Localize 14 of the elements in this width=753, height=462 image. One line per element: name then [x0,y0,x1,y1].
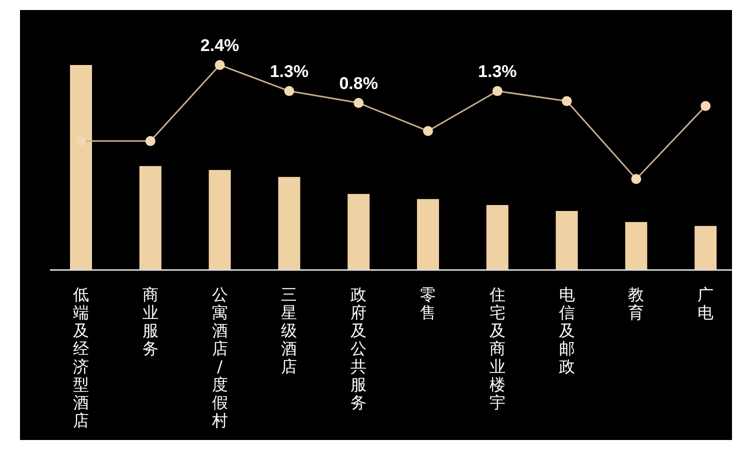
category-label: 公寓酒店/度假村 [212,285,228,430]
category-label: 政府及公共服务 [350,285,367,412]
category-label: 三星级酒店 [281,285,298,376]
category-label: 电信及邮政 [558,285,575,376]
category-label: 商业服务 [142,285,158,358]
annotation: 1.3% [270,62,309,82]
annotation: 1.3% [478,62,517,82]
category-label: 住宅及商业楼宇 [489,285,506,412]
category-label: 教育 [628,285,644,322]
annotation: 2.4% [200,36,240,55]
category-label: 零售 [420,285,436,322]
category-label: 广电 [698,285,714,322]
category-label: 低端及经济型酒店 [73,285,89,430]
annotation: 0.8% [339,74,378,93]
